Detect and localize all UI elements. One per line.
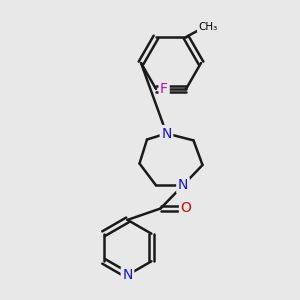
Text: F: F [160,82,168,96]
Text: N: N [178,178,188,192]
Text: N: N [122,268,133,282]
Text: O: O [181,202,191,215]
Text: N: N [161,127,172,140]
Text: CH₃: CH₃ [198,22,218,32]
